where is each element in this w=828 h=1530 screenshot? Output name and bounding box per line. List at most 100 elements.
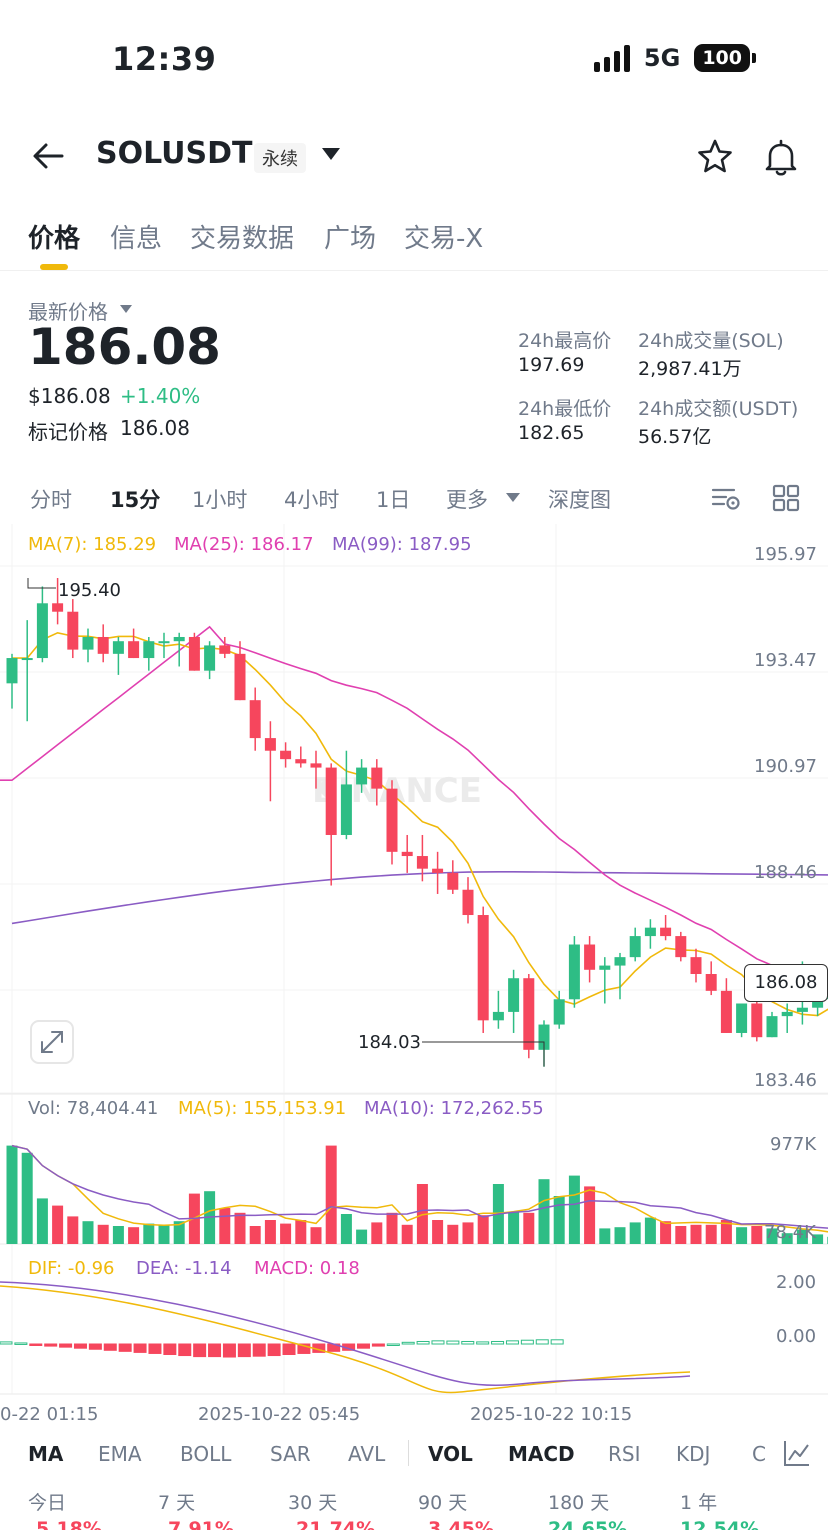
- volume-bar: [766, 1228, 778, 1244]
- candle-body: [249, 700, 261, 739]
- symbol-title[interactable]: SOLUSDT: [96, 136, 253, 171]
- volume-bar: [234, 1212, 246, 1244]
- macd-bar: [505, 1340, 519, 1345]
- indicator-rsi[interactable]: RSI: [608, 1442, 641, 1466]
- volume-bar: [599, 1228, 611, 1244]
- interval-more[interactable]: 更多: [446, 488, 488, 512]
- candle-body: [720, 990, 732, 1033]
- candle-body: [705, 973, 717, 991]
- macd-bar: [520, 1339, 534, 1345]
- layout-grid-icon[interactable]: [770, 482, 802, 514]
- interval-4h[interactable]: 4小时: [284, 488, 340, 512]
- perf-1y-label: 1 年: [680, 1492, 718, 1514]
- price-axis-label: 193.47: [754, 650, 817, 671]
- volume-bar: [690, 1224, 702, 1244]
- tab-info[interactable]: 信息: [110, 224, 163, 254]
- interval-line[interactable]: 分时: [30, 488, 72, 512]
- candle-body: [386, 788, 398, 852]
- indicator-sar[interactable]: SAR: [270, 1442, 311, 1466]
- candle-body: [310, 763, 322, 768]
- volume-bar: [644, 1217, 656, 1244]
- indicator-more[interactable]: C: [752, 1442, 766, 1466]
- favorite-star-icon[interactable]: [694, 136, 736, 178]
- macd-axis-label: 0.00: [776, 1326, 817, 1347]
- chart-grid: [0, 524, 828, 1395]
- interval-1h[interactable]: 1小时: [192, 488, 248, 512]
- volume-bar: [796, 1229, 808, 1244]
- volume-bar: [675, 1226, 687, 1244]
- macd-bar: [178, 1343, 192, 1357]
- latest-price-dropdown-icon[interactable]: [120, 305, 132, 313]
- back-arrow-icon[interactable]: [28, 136, 68, 176]
- time-axis-label: 2025-10-22 10:15: [470, 1404, 633, 1425]
- candlestick-chart[interactable]: BINANCE: [0, 524, 828, 1430]
- volume-bar: [751, 1226, 763, 1244]
- mark-price-label: 标记价格: [28, 420, 108, 444]
- time-axis-label: 0-22 01:15: [0, 1404, 99, 1425]
- macd-legend: MACD: 0.18: [254, 1258, 360, 1279]
- volume-bar: [325, 1145, 337, 1244]
- time-axis-label: 2025-10-22 05:45: [198, 1404, 361, 1425]
- volume-bar: [538, 1179, 550, 1244]
- indicator-boll[interactable]: BOLL: [180, 1442, 232, 1466]
- macd-lines: [0, 1281, 691, 1394]
- volume-bar: [280, 1223, 292, 1244]
- ma25-legend: MA(25): 186.17: [174, 534, 314, 555]
- latest-price-label[interactable]: 最新价格: [28, 300, 108, 324]
- dea-path: [0, 1281, 691, 1387]
- indicator-avl[interactable]: AVL: [348, 1442, 386, 1466]
- tab-trading-data[interactable]: 交易数据: [190, 224, 295, 254]
- candle-body: [158, 641, 170, 644]
- symbol-dropdown-icon[interactable]: [322, 148, 340, 160]
- candle-body: [112, 641, 124, 654]
- volume-bar: [21, 1152, 33, 1244]
- candle-body: [492, 1011, 504, 1021]
- volume-bar: [295, 1220, 307, 1244]
- low-24h-label: 24h最低价: [518, 398, 612, 420]
- indicator-macd[interactable]: MACD: [508, 1442, 575, 1466]
- volume-sol-label: 24h成交量(SOL): [638, 330, 784, 352]
- signal-icon: [593, 44, 630, 72]
- volume-bar: [447, 1224, 459, 1244]
- macd-bar: [103, 1343, 117, 1351]
- candle-body: [97, 636, 109, 654]
- candle-body: [204, 645, 216, 671]
- candle-body: [295, 759, 307, 764]
- status-indicators: 5G 100: [593, 44, 756, 72]
- volume-bar: [97, 1224, 109, 1244]
- macd-bar: [163, 1343, 177, 1355]
- indicator-ma[interactable]: MA: [28, 1442, 64, 1466]
- alert-bell-icon[interactable]: [760, 136, 802, 178]
- macd-bar: [148, 1343, 162, 1354]
- volume-ma10-legend: MA(10): 172,262.55: [364, 1098, 544, 1119]
- volume-bar: [173, 1221, 185, 1244]
- candle-body: [766, 1016, 778, 1038]
- macd-bar: [416, 1340, 430, 1345]
- macd-bar: [446, 1340, 460, 1345]
- volume-bar: [6, 1145, 18, 1244]
- more-dropdown-icon[interactable]: [506, 493, 520, 502]
- candle-body: [781, 1011, 793, 1017]
- low-leader: [422, 1041, 545, 1067]
- indicator-settings-icon[interactable]: [782, 1438, 812, 1468]
- fullscreen-expand-icon[interactable]: [30, 1020, 74, 1064]
- candle-body: [52, 603, 64, 612]
- macd-bar: [491, 1340, 505, 1345]
- tab-square[interactable]: 广场: [324, 224, 377, 254]
- macd-bar: [237, 1343, 251, 1358]
- indicator-vol[interactable]: VOL: [428, 1442, 473, 1466]
- volume-bar: [67, 1216, 79, 1244]
- tab-trade-x[interactable]: 交易-X: [404, 224, 484, 254]
- tab-price[interactable]: 价格: [28, 224, 81, 254]
- interval-15m[interactable]: 15分: [110, 488, 161, 512]
- chart-settings-icon[interactable]: [710, 482, 742, 514]
- volume-bar: [249, 1226, 261, 1244]
- candle-body: [538, 1024, 550, 1050]
- candle-body: [796, 1007, 808, 1012]
- indicator-ema[interactable]: EMA: [98, 1442, 142, 1466]
- interval-1d[interactable]: 1日: [376, 488, 411, 512]
- volume-bar: [219, 1208, 231, 1244]
- volume-bar: [36, 1198, 48, 1244]
- indicator-kdj[interactable]: KDJ: [676, 1442, 711, 1466]
- depth-chart-tab[interactable]: 深度图: [548, 488, 611, 512]
